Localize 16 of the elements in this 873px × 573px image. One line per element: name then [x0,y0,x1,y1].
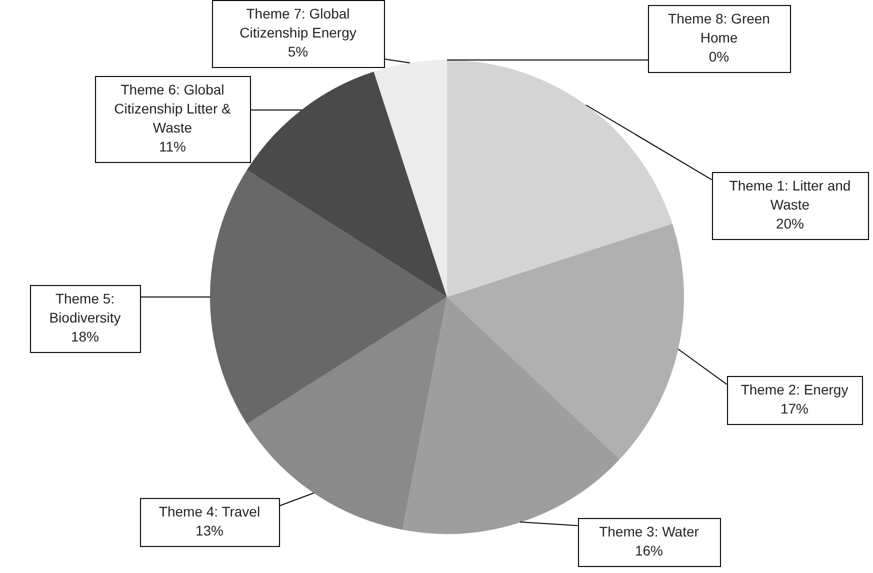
text: 0% [708,48,730,64]
data-label: 13% [195,522,224,538]
data-label: 16% [634,542,664,558]
slice-label: Theme 5: Biodiversity [49,290,121,326]
slice-label: Theme 2: Energy [740,381,848,398]
slice-label: Theme 4: Travel [158,503,260,520]
slice-label: Theme 6: Global Citizenship Litter & Waste [114,81,232,136]
data-label: 11% [159,138,186,154]
data-label: 20% [776,215,804,232]
data-label: 17% [780,400,809,416]
data-label: 5% [288,43,308,60]
slice-label: Theme 3: Water [599,523,700,540]
category-label: Theme 8: Green Home [668,10,770,46]
data-label: 18% [70,328,100,344]
slice-label: Theme 1: Litter and Waste [729,177,851,212]
slice-label: Theme 7: Global Citizenship Energy [240,5,356,40]
